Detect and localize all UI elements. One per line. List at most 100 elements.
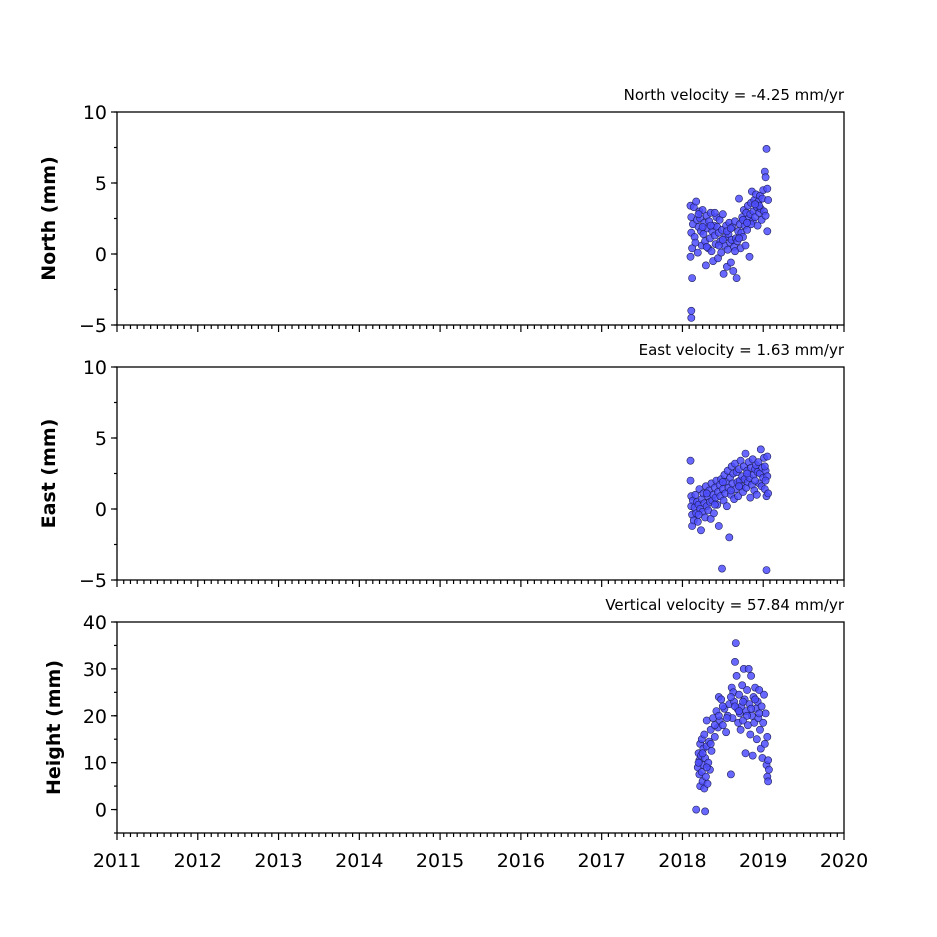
y-tick-label: 10 [83,102,107,124]
data-point [718,235,727,244]
data-point [751,476,759,485]
panel-2: Vertical velocity = 57.84 mm/yr Height (m… [43,596,868,872]
data-point [714,241,723,250]
data-point [718,721,727,730]
data-point [688,244,696,253]
panel-title: North velocity = -4.25 mm/yr [624,86,845,104]
data-point [701,807,709,816]
x-tick-label: 2015 [416,850,464,872]
data-point [686,252,695,261]
data-point [693,517,702,526]
data-point [743,711,751,720]
data-point [751,200,759,209]
data-point [735,234,743,243]
data-point [760,462,769,471]
data-point [763,733,772,741]
data-point [732,672,741,680]
y-tick-label: 30 [83,659,107,681]
panel-0: North velocity = -4.25 mm/yr North (mm) −5… [38,86,845,337]
data-point [702,489,711,498]
x-tick-label: 2011 [93,850,141,872]
data-point [694,210,703,219]
data-point [760,740,769,748]
data-point [702,261,710,270]
data-point [686,456,695,465]
data-point [722,728,730,737]
data-point [752,735,761,744]
data-point [698,749,707,758]
x-tick-label: 2017 [577,850,625,872]
data-point [755,686,764,694]
data-point [762,144,771,153]
x-tick-label: 2012 [174,850,222,872]
data-point [710,500,719,509]
data-point [761,173,770,182]
data-point [703,779,712,788]
data-point [747,704,755,713]
data-point [751,695,759,704]
panel-title: Vertical velocity = 57.84 mm/yr [605,596,845,614]
data-point [687,313,696,322]
data-point [741,749,750,758]
data-point [764,489,772,498]
data-point [731,658,739,666]
data-point [760,690,768,699]
data-point [727,770,735,779]
data-point [743,218,751,227]
data-point [731,639,740,647]
data-point [718,210,727,219]
data-point [697,526,705,535]
data-point [755,709,764,718]
data-point [743,469,751,478]
data-point [707,747,716,755]
y-axis-label: North (mm) [38,156,60,281]
data-point [729,267,738,275]
data-point [700,730,709,739]
data-point [763,184,772,193]
data-point [686,476,695,485]
data-point [718,478,727,486]
data-point [707,247,716,256]
panel-1: East velocity = 1.63 mm/yr East (mm) −5 0 5 1… [38,341,845,592]
y-axis-label: East (mm) [38,419,60,529]
data-point [746,730,755,739]
data-point [762,566,771,574]
data-point [702,242,711,251]
panel-title: East velocity = 1.63 mm/yr [639,341,845,359]
data-point [735,690,743,699]
data-point [687,306,696,315]
data-point [694,510,703,519]
data-point [691,238,700,247]
y-tick-label: −5 [79,570,107,592]
data-point [694,758,703,767]
data-point [718,702,727,711]
data-point [743,686,751,694]
data-point [718,564,726,573]
data-point [706,221,715,230]
data-point [752,490,761,499]
data-point [744,665,753,673]
y-tick-label: 0 [95,244,107,266]
data-point [710,208,719,217]
data-point [731,247,739,256]
data-point [727,224,735,233]
data-point [735,482,743,491]
data-point [757,702,766,711]
data-point [719,269,728,278]
y-tick-label: 10 [83,753,107,775]
data-point [717,695,726,704]
data-point [692,805,701,814]
x-tick-label: 2020 [820,850,868,872]
data-point [727,258,735,267]
data-point [735,707,743,715]
data-point [727,486,735,495]
data-point [735,194,743,203]
data-point [761,476,770,485]
y-tick-label: 20 [83,706,107,728]
data-point [723,714,731,722]
data-point [759,718,768,727]
data-point [732,274,741,282]
data-point [717,248,726,257]
data-point [746,493,755,502]
y-axis-label: Height (mm) [43,660,65,795]
